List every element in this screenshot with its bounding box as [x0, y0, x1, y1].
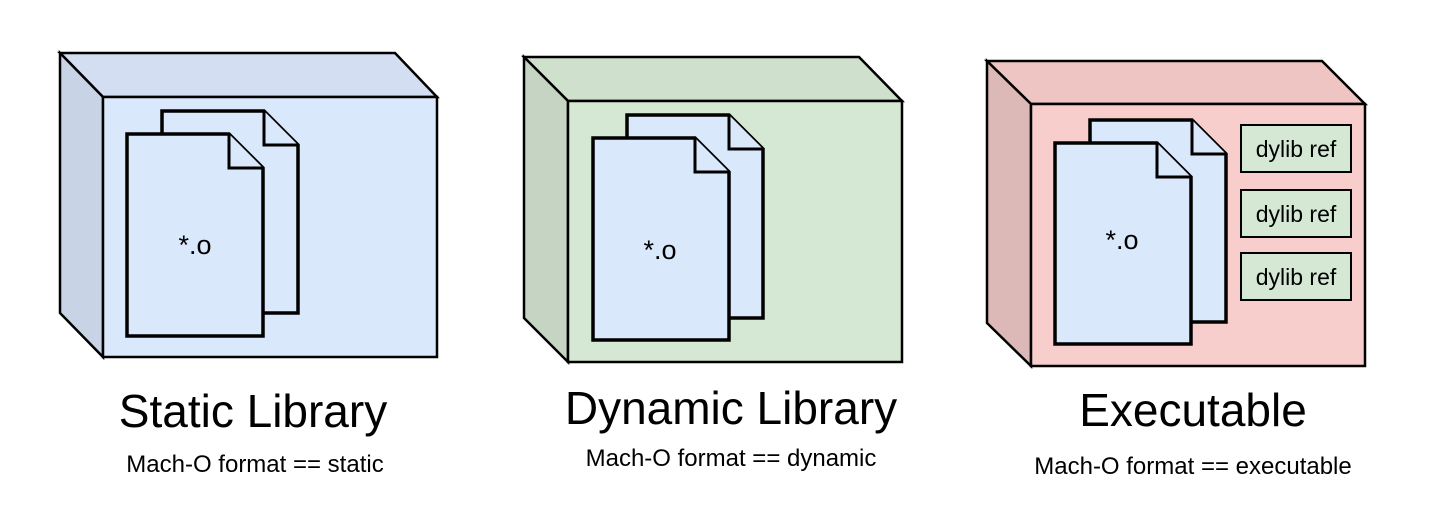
dynamic-object-files: *.o	[591, 113, 765, 342]
static-library-panel: *.o Static Library Mach-O format == stat…	[57, 49, 440, 478]
document-fold	[693, 138, 729, 174]
front-document-icon	[591, 136, 731, 342]
dylib-ref-box	[1240, 189, 1352, 238]
dylib-ref-box	[1240, 124, 1352, 173]
panel-subtitle: Mach-O format == executable	[1034, 453, 1351, 480]
executable-panel: *.o dylib ref dylib ref dylib ref Execut…	[983, 58, 1369, 480]
static-box-side	[58, 49, 105, 361]
panel-title: Static Library	[119, 385, 387, 437]
dylib-ref-item: dylib ref	[1240, 189, 1352, 238]
object-file-label: *.o	[178, 230, 211, 260]
dynamic-box-side	[522, 53, 570, 366]
dylib-ref-list: dylib ref dylib ref dylib ref	[1240, 124, 1352, 301]
document-fold	[262, 111, 298, 147]
dynamic-box-top	[520, 55, 905, 103]
document-fold	[227, 134, 263, 170]
document-fold	[727, 115, 763, 151]
front-document-icon	[1053, 141, 1193, 346]
panel-title: Executable	[1079, 384, 1307, 436]
executable-box-side	[985, 58, 1033, 369]
executable-box-top	[983, 59, 1369, 106]
object-file-label: *.o	[1105, 225, 1138, 255]
panel-subtitle: Mach-O format == dynamic	[586, 445, 877, 472]
document-fold	[1190, 120, 1226, 156]
dylib-ref-label: dylib ref	[1256, 264, 1337, 290]
dylib-ref-item: dylib ref	[1240, 124, 1352, 173]
panel-subtitle: Mach-O format == static	[126, 451, 383, 478]
panel-title: Dynamic Library	[565, 382, 897, 434]
dylib-ref-label: dylib ref	[1256, 201, 1337, 227]
document-fold	[1155, 143, 1191, 179]
dylib-ref-label: dylib ref	[1256, 136, 1337, 162]
executable-object-files: *.o	[1053, 118, 1228, 346]
front-document-icon	[125, 132, 265, 338]
dylib-ref-item: dylib ref	[1240, 252, 1352, 301]
static-box-top	[57, 51, 440, 99]
dylib-ref-box	[1240, 252, 1352, 301]
static-object-files: *.o	[125, 109, 300, 338]
dynamic-library-panel: *.o Dynamic Library Mach-O format == dyn…	[520, 53, 905, 472]
object-file-label: *.o	[643, 235, 676, 265]
